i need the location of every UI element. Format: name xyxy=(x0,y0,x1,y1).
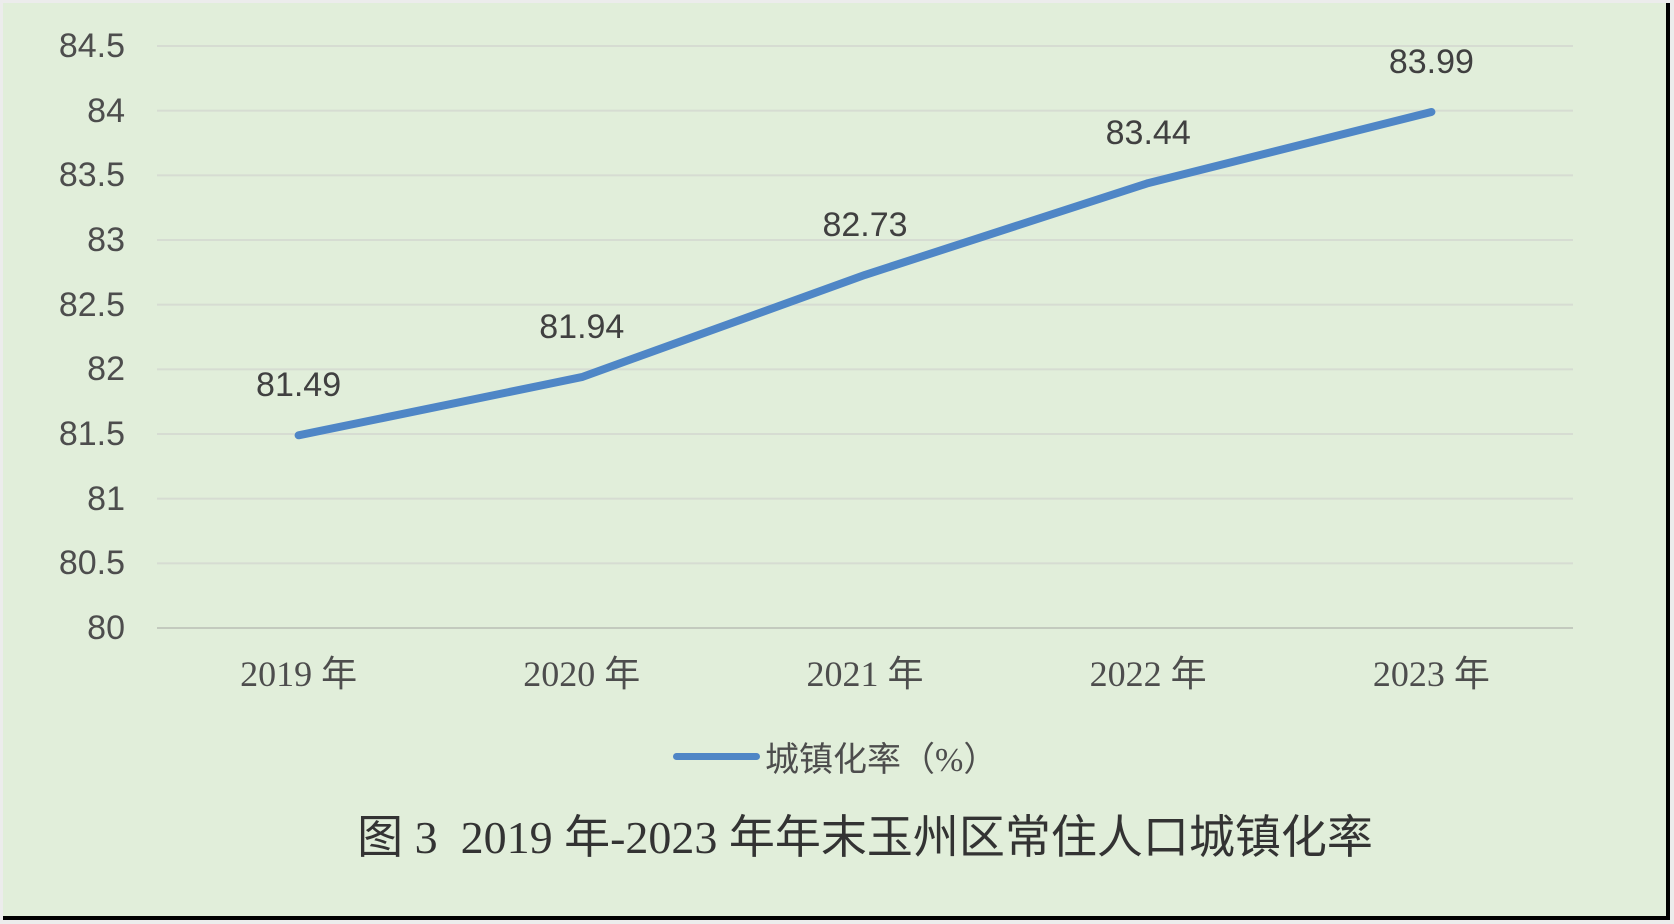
x-tick-label: 2022 年 xyxy=(1089,654,1207,694)
series-line xyxy=(294,107,1436,440)
y-tick-label: 82.5 xyxy=(58,285,125,324)
data-label: 82.73 xyxy=(822,205,908,244)
gridlines xyxy=(157,45,1573,629)
data-label: 83.99 xyxy=(1388,42,1474,81)
legend-line-marker xyxy=(673,752,760,760)
x-tick-label: 2019 年 xyxy=(240,654,358,694)
legend: 城镇化率（%） xyxy=(673,736,997,779)
y-tick-label: 81.5 xyxy=(58,415,125,453)
line-chart: 84.5 84 83.5 83 82.5 82 81.5 81 80.5 80 2019 年 202… xyxy=(3,3,1670,920)
data-label: 83.44 xyxy=(1105,114,1191,153)
y-tick-label: 83 xyxy=(87,221,125,259)
x-tick-label: 2023 年 xyxy=(1372,654,1490,694)
y-tick-label: 83.5 xyxy=(58,156,125,195)
plot-canvas xyxy=(157,45,1573,629)
y-tick-label: 80 xyxy=(87,609,125,647)
series-line-group xyxy=(294,107,1436,440)
y-tick-label: 80.5 xyxy=(58,544,125,583)
y-tick-label: 81 xyxy=(87,479,125,518)
y-tick-label: 82 xyxy=(87,350,125,389)
legend-label: 城镇化率（%） xyxy=(765,741,998,779)
data-label: 81.94 xyxy=(539,308,625,347)
y-tick-label: 84.5 xyxy=(58,27,125,65)
x-tick-label: 2020 年 xyxy=(523,654,641,694)
data-label: 81.49 xyxy=(256,366,342,405)
chart-title: 图 3 2019 年-2023 年年末玉州区常住人口城镇化率 xyxy=(357,812,1373,863)
x-tick-label: 2021 年 xyxy=(806,654,924,694)
y-tick-label: 84 xyxy=(87,91,125,130)
